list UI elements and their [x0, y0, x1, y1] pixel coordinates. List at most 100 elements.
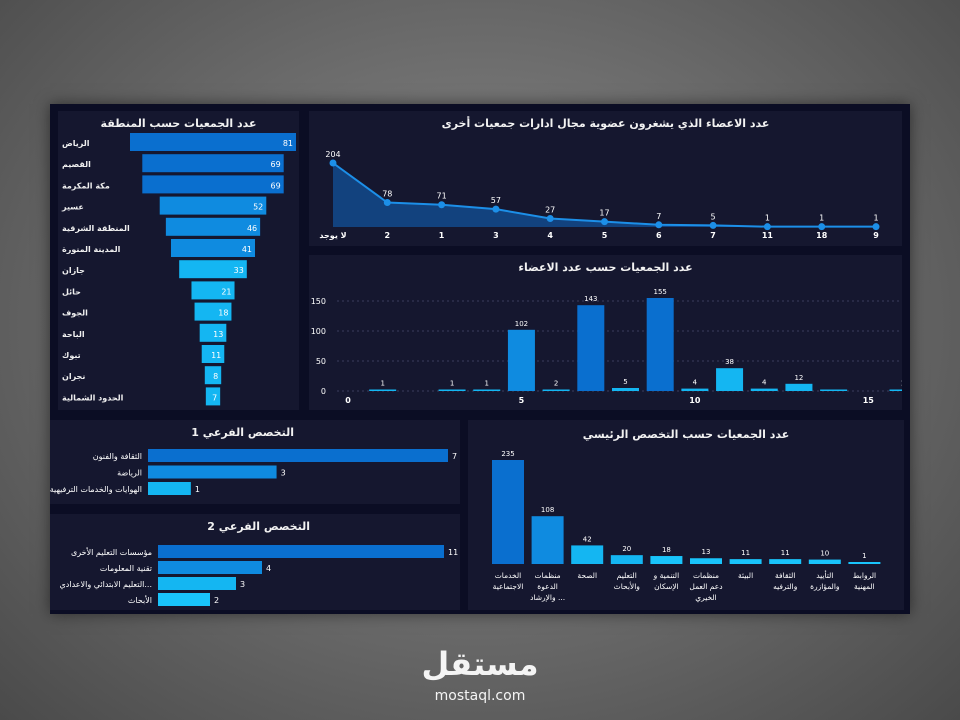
area-point: [601, 218, 608, 226]
spec-bar: [571, 545, 604, 564]
column-bar: [369, 389, 397, 391]
hbar: [148, 449, 448, 462]
region-panel: عدد الجمعيات حسب المنطقة 81 الرياض 69 القصي…: [58, 111, 299, 410]
spec-category: والترفيه: [773, 582, 798, 591]
funnel-bar: [204, 366, 222, 385]
funnel-category: المدينة المنورة: [62, 245, 121, 254]
sub2-panel: التخصص الفرعي 2 11 مؤسسات التعليم الأخرى 4…: [50, 514, 460, 610]
hbar-category: الهوايات والخدمات الترفيهية: [50, 485, 142, 494]
spec-category: والمؤازرة: [810, 582, 840, 591]
funnel-bar: [170, 239, 256, 257]
column-value: 38: [725, 358, 734, 366]
hbar: [148, 482, 191, 495]
area-point: [709, 221, 717, 229]
area-point: [763, 223, 771, 231]
members-title: عدد الجمعيات حسب عدد الاعضاء: [518, 261, 693, 274]
column-value: 1: [380, 380, 384, 388]
hbar-value: 2: [214, 596, 219, 605]
funnel-category: القصيم: [62, 160, 91, 169]
area-category: 11: [762, 231, 774, 240]
dashboard: عدد الجمعيات حسب المنطقة 81 الرياض 69 القصي…: [50, 104, 910, 614]
spec-value: 18: [662, 546, 671, 554]
funnel-category: نجران: [62, 372, 85, 381]
spec-bar: [690, 558, 722, 564]
column-value: 5: [623, 378, 627, 386]
column-bar: [612, 388, 639, 391]
funnel-bar: [191, 281, 235, 300]
funnel-value: 69: [271, 181, 281, 190]
spec-bar: [729, 559, 762, 564]
funnel-value: 8: [213, 372, 218, 381]
column-value: 1: [450, 380, 454, 388]
spec-category: البيئة: [738, 571, 753, 580]
funnel-bar: [165, 217, 261, 236]
column-bar: [507, 329, 535, 391]
column-bar: [785, 383, 813, 391]
spec-category: التعليم: [617, 571, 637, 580]
area-point: [329, 159, 337, 167]
members-chart: 0 50 100 150 0 5 10 15 1 1 1 102 2 143 5 155 4 38 4 12 1: [311, 288, 902, 405]
area-point: [872, 223, 880, 231]
area-category: 9: [873, 231, 879, 240]
spec-category: منظمات: [693, 571, 719, 580]
hbar-category: الأبحاث: [128, 595, 152, 605]
funnel-bar: [142, 154, 284, 173]
funnel-value: 69: [271, 160, 281, 169]
funnel-value: 81: [283, 139, 293, 148]
hbar-value: 3: [281, 469, 286, 478]
spec-category: الدعوة: [537, 582, 558, 591]
spec-bar: [808, 559, 841, 564]
spec-bar: [650, 556, 683, 564]
funnel-value: 18: [218, 309, 228, 318]
area-value: 71: [437, 192, 447, 201]
funnel-value: 7: [212, 393, 217, 402]
spec-bar: [531, 516, 564, 564]
hbar-category: مؤسسات التعليم الأخرى: [71, 547, 152, 557]
area-category: 6: [656, 231, 662, 240]
area-point: [818, 223, 826, 231]
area-value: 1: [765, 214, 770, 223]
area-value: 7: [656, 212, 661, 221]
column-bar: [750, 388, 778, 391]
area-category: 5: [602, 231, 608, 240]
hbar-category: التعليم الابتدائي والاعدادي...: [60, 580, 152, 589]
area-value: 204: [325, 150, 340, 159]
spec-category: الخدمات: [495, 571, 522, 580]
mainspec-chart: 235 الخدمات الاجتماعية 108 منظمات الدعوة والإر…: [492, 450, 881, 602]
funnel-value: 52: [253, 203, 263, 212]
funnel-value: 41: [242, 245, 252, 254]
area-value: 5: [711, 212, 716, 221]
column-value: 1: [485, 380, 489, 388]
spec-category: التنمية و: [653, 571, 680, 580]
column-bar: [681, 388, 709, 391]
column-bar: [646, 298, 674, 391]
spec-category: منظمات: [535, 571, 561, 580]
funnel-bar: [159, 196, 267, 215]
y-tick-label: 100: [311, 327, 326, 336]
spec-category: الاجتماعية: [493, 582, 524, 591]
column-bar: [542, 389, 570, 391]
funnel-category: حائل: [62, 287, 81, 296]
spec-value: 108: [541, 506, 554, 514]
region-chart: 81 الرياض 69 القصيم 69 مكة المكرمة 52 عسير 46 الم…: [61, 133, 296, 406]
sub1-panel: التخصص الفرعي 1 7 الثقافة والفنون 3 الرياضة…: [50, 420, 460, 504]
area-category: 7: [710, 231, 716, 240]
watermark-url: mostaql.com: [434, 688, 526, 704]
hbar: [158, 593, 210, 606]
funnel-bar: [205, 387, 221, 406]
spec-category: والأبحاث: [614, 581, 641, 591]
spec-bar: [848, 562, 881, 564]
funnel-value: 21: [221, 287, 231, 296]
funnel-category: الباحة: [62, 330, 85, 339]
spec-category: التأييد: [816, 570, 833, 580]
boards-panel: عدد الاعضاء الذي يشغرون عضوية مجال ادارا…: [309, 111, 902, 246]
funnel-category: المنطقة الشرقية: [62, 224, 130, 233]
spec-bar: [492, 460, 524, 564]
area-category: 18: [816, 231, 828, 240]
hbar-value: 1: [195, 485, 200, 494]
area-point: [655, 221, 663, 229]
funnel-category: الجوف: [62, 309, 88, 318]
x-tick-label: 0: [345, 396, 351, 405]
funnel-category: جازان: [62, 266, 85, 275]
area-category: لا يوجد: [319, 231, 346, 240]
